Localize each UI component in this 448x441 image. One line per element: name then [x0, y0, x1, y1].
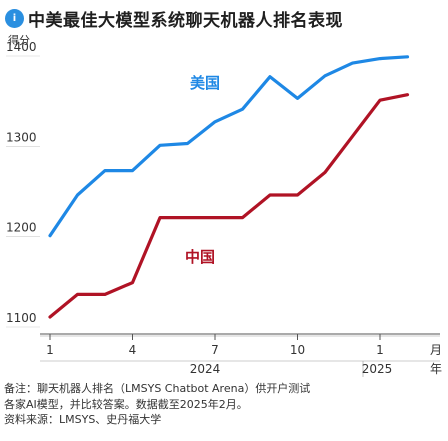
x-tick-label-4: 1 [376, 343, 384, 357]
footnote-line-1: 备注：聊天机器人排名（LMSYS Chatbot Arena）供开户测试 [4, 382, 311, 395]
x-tick-label-0: 1 [46, 343, 54, 357]
y-tick-label-1300: 1300 [6, 130, 37, 144]
footnotes: 备注：聊天机器人排名（LMSYS Chatbot Arena）供开户测试 各家A… [4, 381, 444, 428]
series-line-1 [48, 93, 410, 319]
series-label-0: 美国 [190, 74, 220, 92]
footnote-line-2: 各家AI模型，并比较答案。数据截至2025年2月。 [4, 397, 248, 411]
x-tick-label-2: 7 [211, 343, 219, 357]
series-line-0 [48, 55, 410, 238]
year-label-2025: 2025 [362, 362, 393, 376]
y-tick-label-1200: 1200 [6, 221, 37, 235]
header: i 中美最佳大模型系统聊天机器人排名表现 [0, 0, 448, 38]
info-logo-icon: i [5, 9, 24, 28]
footnote-source: 资料来源：LMSYS、史丹福大学 [4, 413, 162, 426]
x-tick-label-3: 10 [290, 343, 305, 357]
y-axis-label: 得分 [8, 34, 30, 47]
series-label-1: 中国 [185, 248, 215, 266]
x-unit-month: 月 [430, 343, 442, 357]
chart-title: 中美最佳大模型系统聊天机器人排名表现 [28, 11, 343, 31]
x-tick-label-1: 4 [129, 343, 137, 357]
x-unit-year: 年 [430, 362, 442, 376]
year-label-2024: 2024 [190, 362, 221, 376]
y-tick-label-1100: 1100 [6, 311, 37, 325]
y-tick-label-1400: 1400 [6, 40, 37, 54]
